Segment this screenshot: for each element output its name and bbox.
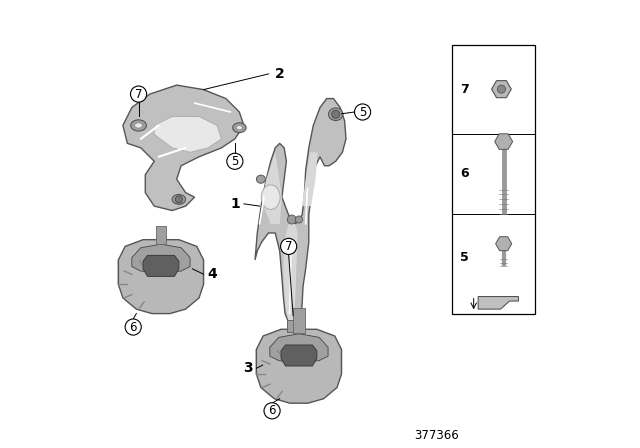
Polygon shape (328, 343, 342, 374)
Text: 5: 5 (231, 155, 239, 168)
Polygon shape (118, 240, 204, 314)
Text: 377366: 377366 (414, 429, 459, 442)
Text: 6: 6 (129, 320, 137, 334)
Circle shape (287, 215, 296, 224)
Text: 6: 6 (268, 404, 276, 418)
Polygon shape (284, 224, 298, 323)
Polygon shape (118, 253, 132, 284)
Circle shape (125, 319, 141, 335)
Circle shape (131, 86, 147, 102)
Text: 2: 2 (275, 67, 285, 81)
Circle shape (355, 104, 371, 120)
Ellipse shape (257, 175, 266, 183)
Ellipse shape (236, 125, 243, 130)
Ellipse shape (131, 120, 147, 131)
Polygon shape (257, 329, 342, 403)
Polygon shape (143, 255, 179, 276)
Bar (156, 226, 166, 244)
Polygon shape (478, 297, 518, 309)
Polygon shape (132, 244, 190, 273)
Circle shape (497, 85, 506, 93)
Circle shape (264, 403, 280, 419)
Ellipse shape (261, 185, 280, 209)
Bar (293, 308, 305, 333)
Circle shape (296, 216, 303, 223)
Polygon shape (262, 152, 282, 224)
Text: 4: 4 (207, 267, 218, 281)
Ellipse shape (172, 194, 186, 204)
Polygon shape (302, 152, 317, 206)
Text: 3: 3 (243, 361, 253, 375)
Circle shape (227, 153, 243, 169)
Polygon shape (257, 343, 270, 374)
Polygon shape (154, 116, 221, 152)
Circle shape (332, 110, 340, 118)
Bar (452, 45, 535, 314)
Text: 5: 5 (460, 250, 469, 264)
Circle shape (280, 238, 297, 254)
Polygon shape (255, 99, 346, 327)
Text: 5: 5 (359, 105, 366, 119)
Text: 6: 6 (460, 167, 469, 181)
Circle shape (175, 196, 182, 203)
Text: 7: 7 (285, 240, 292, 253)
Polygon shape (123, 85, 244, 211)
Ellipse shape (233, 123, 246, 133)
Polygon shape (281, 345, 317, 366)
Ellipse shape (134, 123, 143, 128)
Polygon shape (190, 253, 204, 284)
Text: 7: 7 (460, 82, 469, 96)
Polygon shape (270, 334, 328, 363)
Ellipse shape (328, 108, 343, 121)
Text: 1: 1 (230, 197, 240, 211)
Text: 7: 7 (135, 87, 142, 101)
Bar (287, 320, 301, 332)
